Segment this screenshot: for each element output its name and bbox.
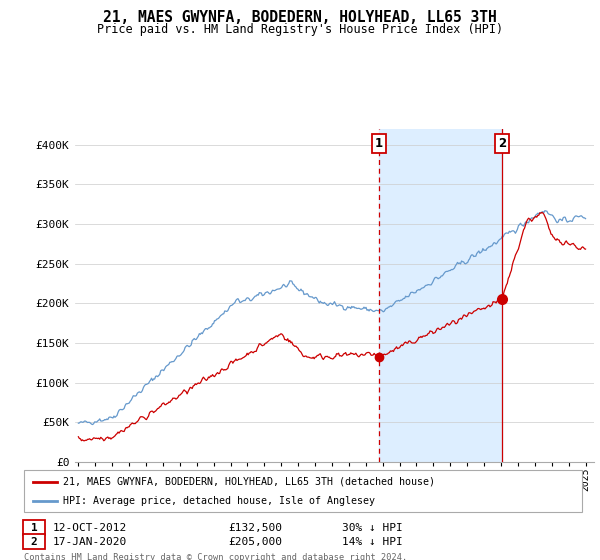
Text: £205,000: £205,000 xyxy=(228,536,282,547)
Text: 12-OCT-2012: 12-OCT-2012 xyxy=(53,522,127,533)
Text: £132,500: £132,500 xyxy=(228,522,282,533)
Text: 14% ↓ HPI: 14% ↓ HPI xyxy=(342,536,403,547)
Text: 30% ↓ HPI: 30% ↓ HPI xyxy=(342,522,403,533)
Text: 2: 2 xyxy=(498,137,506,150)
Text: 1: 1 xyxy=(375,137,383,150)
Bar xyxy=(379,129,502,462)
Text: 21, MAES GWYNFA, BODEDERN, HOLYHEAD, LL65 3TH (detached house): 21, MAES GWYNFA, BODEDERN, HOLYHEAD, LL6… xyxy=(63,477,435,487)
Text: Price paid vs. HM Land Registry's House Price Index (HPI): Price paid vs. HM Land Registry's House … xyxy=(97,23,503,36)
Text: HPI: Average price, detached house, Isle of Anglesey: HPI: Average price, detached house, Isle… xyxy=(63,496,375,506)
Text: 1: 1 xyxy=(31,522,37,533)
Text: 2: 2 xyxy=(31,536,37,547)
Text: 17-JAN-2020: 17-JAN-2020 xyxy=(53,536,127,547)
Text: 21, MAES GWYNFA, BODEDERN, HOLYHEAD, LL65 3TH: 21, MAES GWYNFA, BODEDERN, HOLYHEAD, LL6… xyxy=(103,10,497,25)
Text: Contains HM Land Registry data © Crown copyright and database right 2024.
This d: Contains HM Land Registry data © Crown c… xyxy=(24,553,407,560)
